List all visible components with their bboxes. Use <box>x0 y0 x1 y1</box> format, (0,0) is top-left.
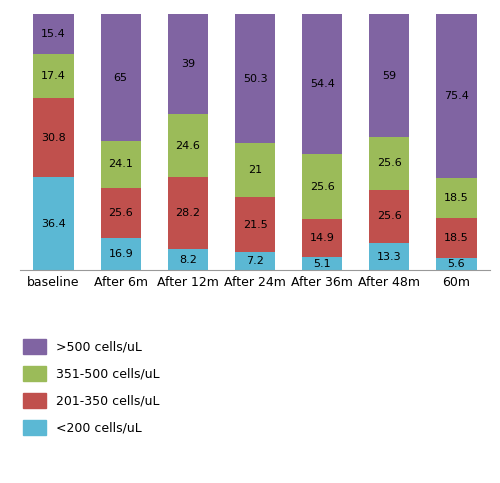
Bar <box>436 178 476 218</box>
Text: 18.5: 18.5 <box>444 193 469 203</box>
Bar <box>100 141 141 188</box>
Text: 75.4: 75.4 <box>444 91 469 101</box>
Legend: >500 cells/uL, 351-500 cells/uL, 201-350 cells/uL, <200 cells/uL: >500 cells/uL, 351-500 cells/uL, 201-350… <box>17 333 166 441</box>
Text: 13.3: 13.3 <box>377 252 402 262</box>
Bar <box>235 14 275 143</box>
Text: 65: 65 <box>114 73 128 83</box>
Bar <box>369 14 410 137</box>
Bar <box>369 137 410 190</box>
Bar <box>235 252 275 270</box>
Bar <box>168 250 208 270</box>
Text: 30.8: 30.8 <box>41 133 66 143</box>
Bar <box>235 143 275 197</box>
Bar <box>168 114 208 177</box>
Text: 5.1: 5.1 <box>314 259 331 269</box>
Text: 24.6: 24.6 <box>176 141 201 151</box>
Bar <box>369 190 410 243</box>
Bar <box>34 177 74 270</box>
Text: 25.6: 25.6 <box>108 208 133 218</box>
Text: 7.2: 7.2 <box>246 256 264 266</box>
Text: 28.2: 28.2 <box>176 208 201 218</box>
Bar <box>168 177 208 250</box>
Text: 39: 39 <box>181 59 195 70</box>
Bar <box>100 188 141 238</box>
Text: 8.2: 8.2 <box>179 255 197 265</box>
Bar <box>302 257 343 270</box>
Text: 36.4: 36.4 <box>41 219 66 229</box>
Text: 24.1: 24.1 <box>108 159 133 170</box>
Bar <box>369 243 410 270</box>
Text: 50.3: 50.3 <box>242 74 268 84</box>
Text: 16.9: 16.9 <box>108 249 133 259</box>
Text: 25.6: 25.6 <box>377 212 402 221</box>
Text: 59: 59 <box>382 71 396 81</box>
Text: 25.6: 25.6 <box>377 158 402 168</box>
Text: 21: 21 <box>248 165 262 175</box>
Text: 14.9: 14.9 <box>310 233 334 243</box>
Bar <box>100 14 141 141</box>
Bar <box>34 14 74 54</box>
Bar <box>168 14 208 114</box>
Text: 5.6: 5.6 <box>448 259 465 270</box>
Text: 21.5: 21.5 <box>242 220 268 229</box>
Bar <box>302 219 343 257</box>
Text: 15.4: 15.4 <box>41 29 66 39</box>
Bar <box>302 14 343 154</box>
Bar <box>436 14 476 178</box>
Text: 18.5: 18.5 <box>444 233 469 243</box>
Bar <box>436 218 476 258</box>
Bar <box>436 258 476 270</box>
Text: 54.4: 54.4 <box>310 79 334 89</box>
Bar <box>34 54 74 99</box>
Bar <box>302 154 343 219</box>
Text: 25.6: 25.6 <box>310 182 334 192</box>
Text: 17.4: 17.4 <box>41 71 66 81</box>
Bar <box>34 99 74 177</box>
Bar <box>100 238 141 270</box>
Bar <box>235 197 275 252</box>
